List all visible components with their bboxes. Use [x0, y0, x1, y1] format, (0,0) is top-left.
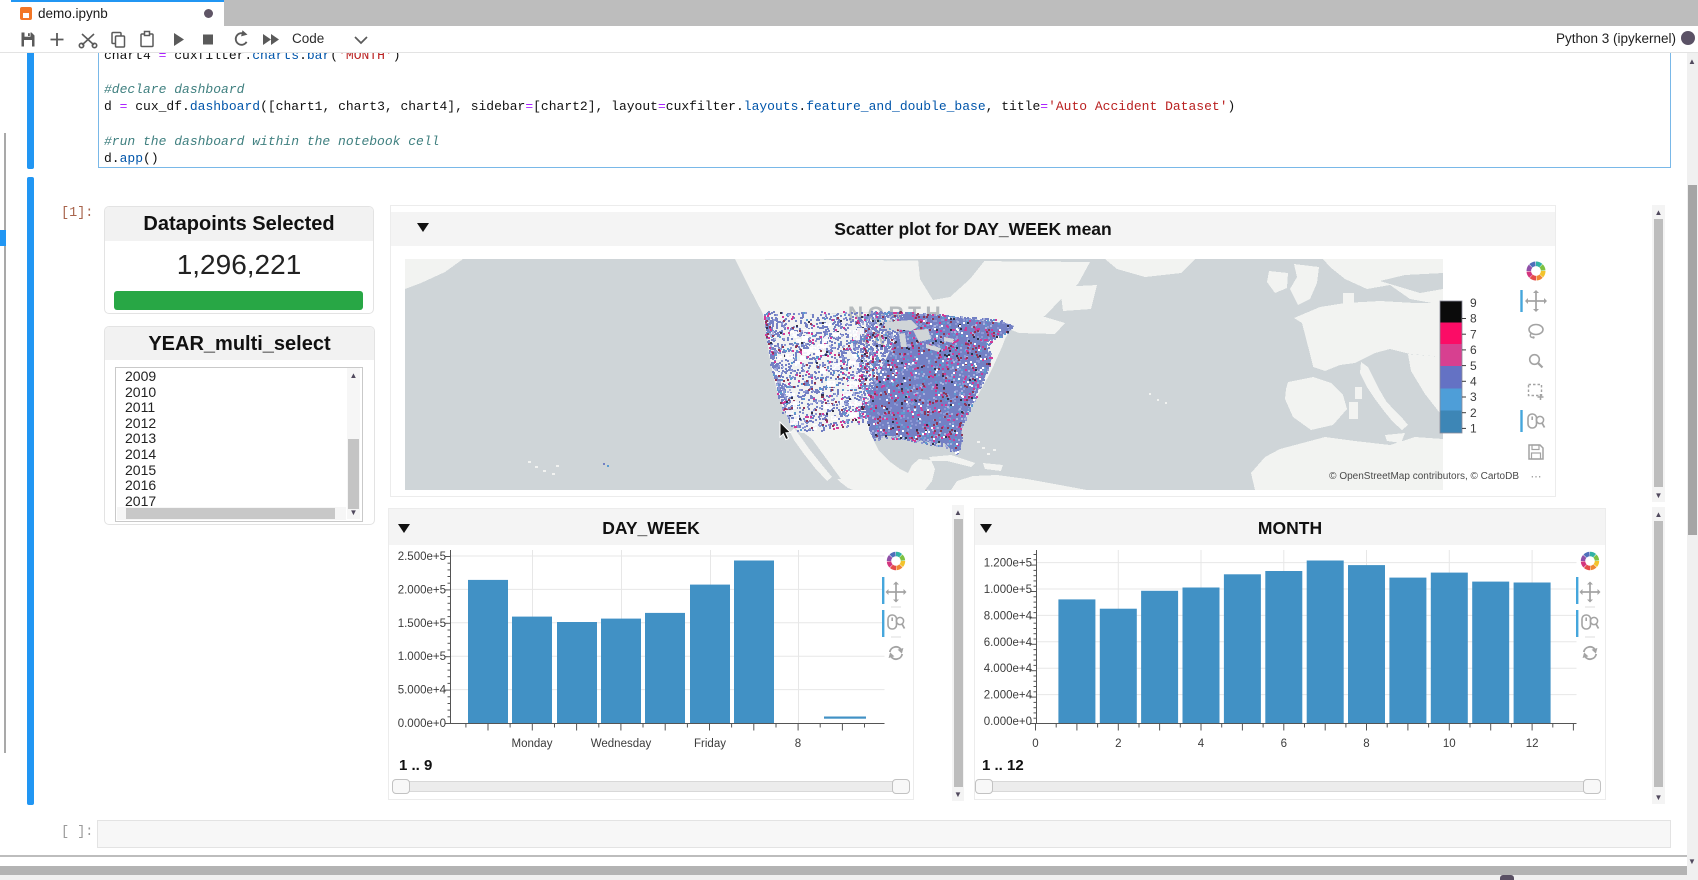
svg-text:7: 7 — [1470, 327, 1477, 341]
svg-text:1.200e+5: 1.200e+5 — [984, 558, 1032, 570]
svg-text:0.000e+0: 0.000e+0 — [984, 716, 1032, 728]
svg-text:6.000e+4: 6.000e+4 — [984, 637, 1033, 649]
svg-text:2.500e+5: 2.500e+5 — [398, 551, 446, 563]
svg-text:8: 8 — [795, 738, 801, 750]
svg-text:4.000e+4: 4.000e+4 — [984, 663, 1033, 675]
svg-text:0.000e+0: 0.000e+0 — [398, 718, 446, 730]
svg-text:2.000e+4: 2.000e+4 — [984, 690, 1033, 702]
svg-text:5: 5 — [1470, 359, 1477, 373]
svg-text:8: 8 — [1363, 738, 1369, 750]
svg-text:Friday: Friday — [694, 738, 726, 750]
svg-text:2.000e+5: 2.000e+5 — [398, 584, 446, 596]
svg-text:8.000e+4: 8.000e+4 — [984, 610, 1033, 622]
svg-text:4: 4 — [1470, 375, 1477, 389]
svg-text:1.000e+5: 1.000e+5 — [984, 584, 1032, 596]
svg-text:1.000e+5: 1.000e+5 — [398, 651, 446, 663]
svg-text:3: 3 — [1470, 390, 1477, 404]
svg-text:⋯: ⋯ — [1531, 471, 1542, 483]
svg-text:Monday: Monday — [512, 738, 553, 750]
svg-text:12: 12 — [1526, 738, 1539, 750]
svg-text:6: 6 — [1470, 343, 1477, 357]
svg-text:0: 0 — [1032, 738, 1038, 750]
svg-text:Wednesday: Wednesday — [591, 738, 652, 750]
svg-text:1: 1 — [1470, 422, 1477, 436]
svg-text:9: 9 — [1470, 296, 1477, 310]
svg-text:4: 4 — [1198, 738, 1205, 750]
svg-text:5.000e+4: 5.000e+4 — [398, 685, 447, 697]
svg-text:2: 2 — [1470, 406, 1477, 420]
svg-text:6: 6 — [1281, 738, 1287, 750]
svg-text:1.500e+5: 1.500e+5 — [398, 618, 446, 630]
svg-text:10: 10 — [1443, 738, 1456, 750]
svg-text:8: 8 — [1470, 312, 1477, 326]
svg-text:2: 2 — [1115, 738, 1121, 750]
